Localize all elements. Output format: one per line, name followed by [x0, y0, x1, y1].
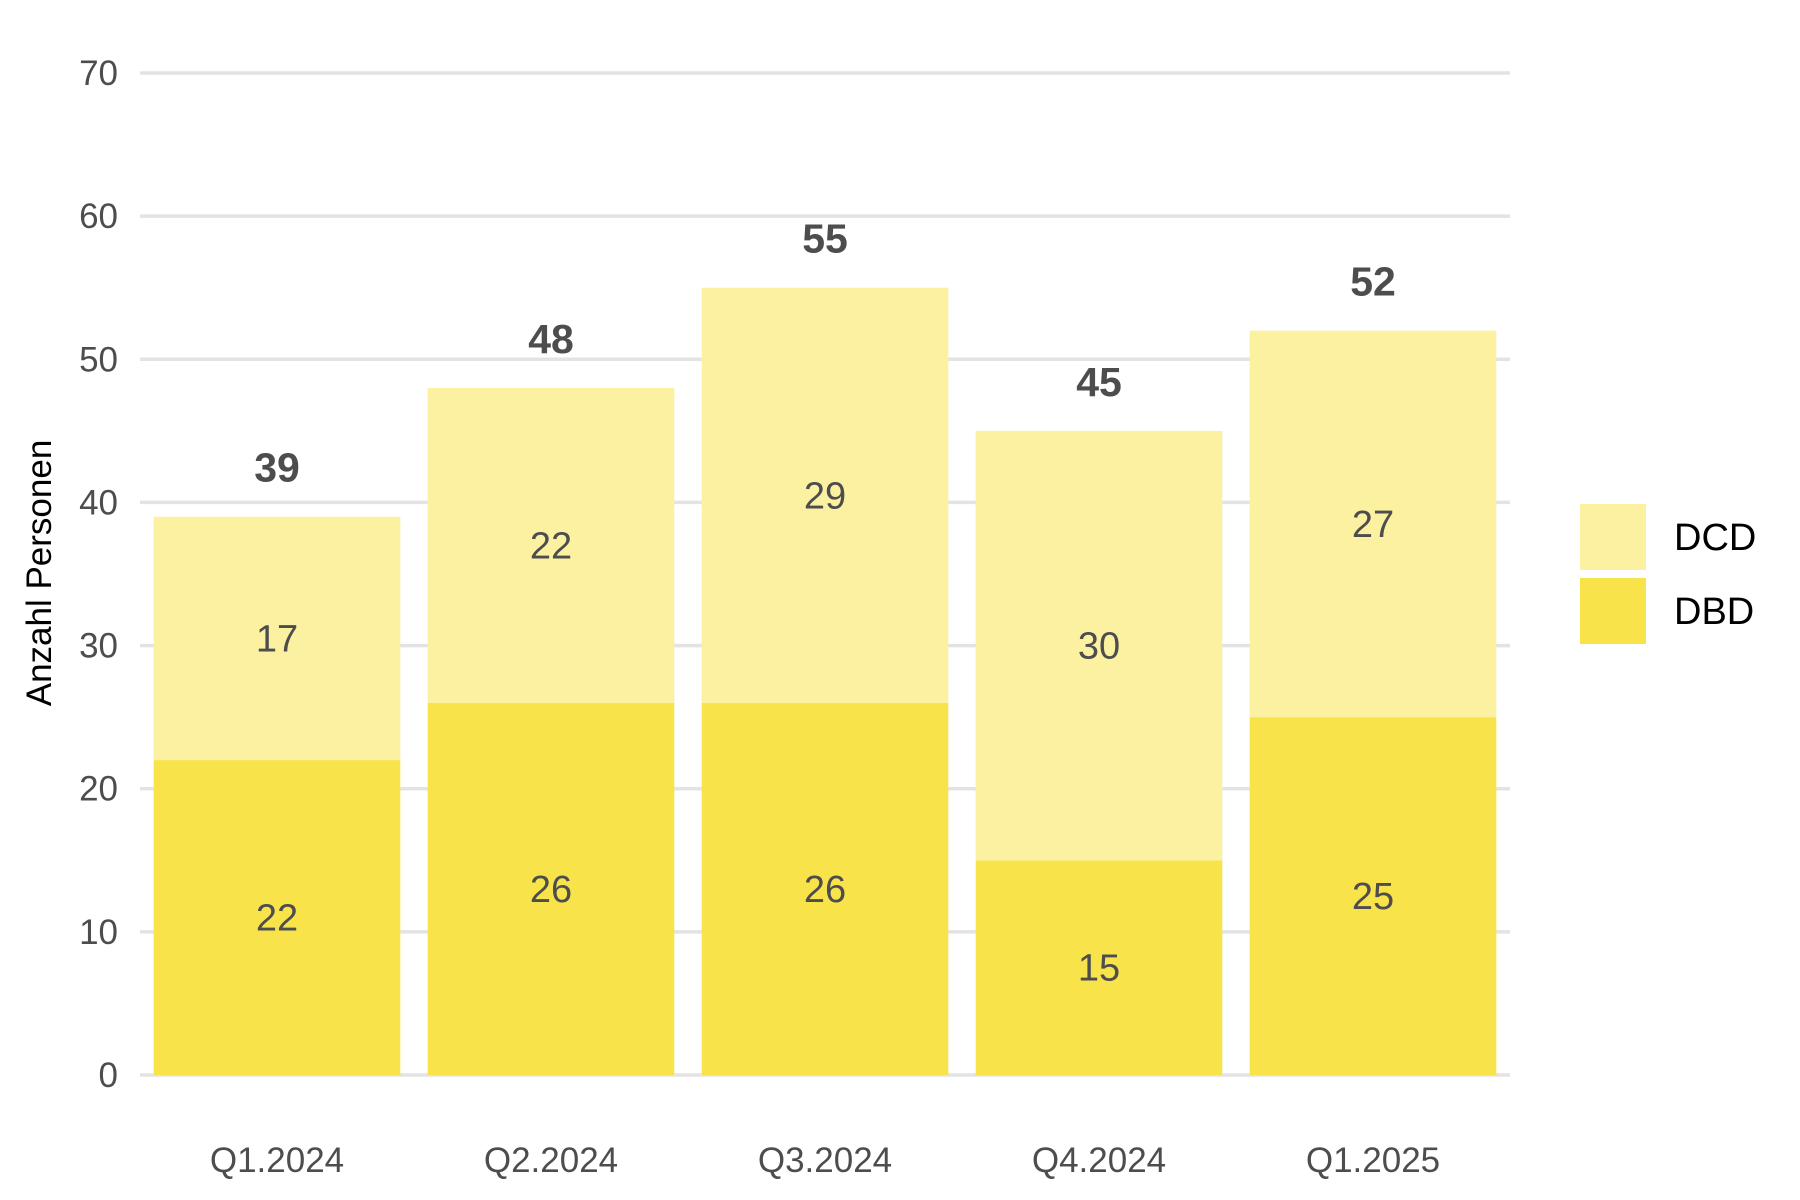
- bar-segment-dbd: [427, 702, 675, 1075]
- segment-value-label: 27: [1352, 504, 1394, 546]
- y-tick-label: 20: [79, 770, 118, 809]
- legend-swatch-dcd: [1580, 504, 1646, 570]
- total-value-label: 45: [1076, 359, 1122, 405]
- bar-segment-dbd: [1249, 717, 1497, 1075]
- bars: [153, 287, 1497, 1075]
- y-tick-label: 50: [79, 340, 118, 379]
- segment-value-label: 17: [256, 618, 298, 660]
- total-labels: 39 48 55 45 52: [254, 216, 1396, 491]
- y-tick-label: 40: [79, 483, 118, 522]
- segment-value-label: 26: [530, 869, 572, 911]
- y-tick-label: 30: [79, 627, 118, 666]
- x-tick-label: Q2.2024: [484, 1141, 618, 1180]
- bar-segment-dbd: [701, 702, 949, 1075]
- y-tick-label: 70: [79, 54, 118, 93]
- legend-swatch-dbd: [1580, 578, 1646, 644]
- segment-value-label: 25: [1352, 876, 1394, 918]
- segment-value-label: 29: [804, 475, 846, 517]
- legend: DCD DBD: [1580, 504, 1756, 644]
- x-axis-ticks: Q1.2024 Q2.2024 Q3.2024 Q4.2024 Q1.2025: [210, 1141, 1440, 1180]
- bar-segment-dbd: [975, 860, 1223, 1075]
- bar-segment-dcd: [975, 430, 1223, 861]
- total-value-label: 39: [254, 445, 300, 491]
- segment-value-label: 30: [1078, 626, 1120, 668]
- legend-label-dcd: DCD: [1674, 517, 1756, 559]
- x-tick-label: Q1.2025: [1306, 1141, 1440, 1180]
- segment-value-label: 26: [804, 869, 846, 911]
- x-tick-label: Q3.2024: [758, 1141, 892, 1180]
- legend-label-dbd: DBD: [1674, 591, 1754, 633]
- y-axis-ticks: 0 10 20 30 40 50 60 70: [79, 54, 118, 1095]
- x-tick-label: Q1.2024: [210, 1141, 344, 1180]
- bar-segment-dcd: [701, 287, 949, 703]
- y-tick-label: 60: [79, 197, 118, 236]
- total-value-label: 55: [802, 216, 848, 262]
- bar-segment-dcd: [427, 387, 675, 703]
- bar-segment-dcd: [1249, 330, 1497, 718]
- segment-value-label: 22: [256, 898, 298, 940]
- y-tick-label: 10: [79, 913, 118, 952]
- total-value-label: 48: [528, 316, 574, 362]
- y-axis-title: Anzahl Personen: [20, 440, 59, 707]
- segment-value-label: 15: [1078, 948, 1120, 990]
- x-tick-label: Q4.2024: [1032, 1141, 1166, 1180]
- segment-value-label: 22: [530, 525, 572, 567]
- total-value-label: 52: [1350, 259, 1396, 305]
- bar-segment-dbd: [153, 760, 401, 1075]
- segment-labels: 22 17 26 22 26 29 15 30 25 27: [256, 475, 1394, 989]
- bar-segment-dcd: [153, 516, 401, 761]
- y-tick-label: 0: [99, 1056, 118, 1095]
